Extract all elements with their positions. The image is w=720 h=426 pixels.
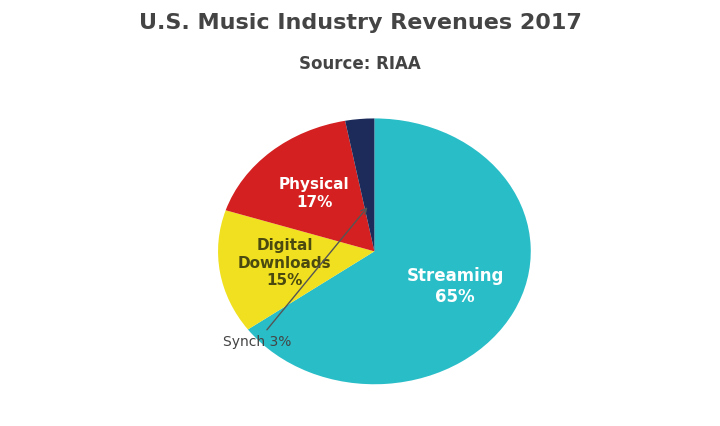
Text: Physical
17%: Physical 17%	[279, 177, 350, 210]
Text: Synch 3%: Synch 3%	[223, 208, 366, 349]
Text: Digital
Downloads
15%: Digital Downloads 15%	[238, 239, 332, 288]
Wedge shape	[225, 121, 374, 251]
Text: Streaming
65%: Streaming 65%	[407, 267, 504, 306]
Wedge shape	[218, 210, 374, 329]
Text: Source: RIAA: Source: RIAA	[299, 55, 421, 73]
Wedge shape	[248, 118, 531, 384]
Wedge shape	[345, 118, 374, 251]
Text: U.S. Music Industry Revenues 2017: U.S. Music Industry Revenues 2017	[138, 13, 582, 33]
